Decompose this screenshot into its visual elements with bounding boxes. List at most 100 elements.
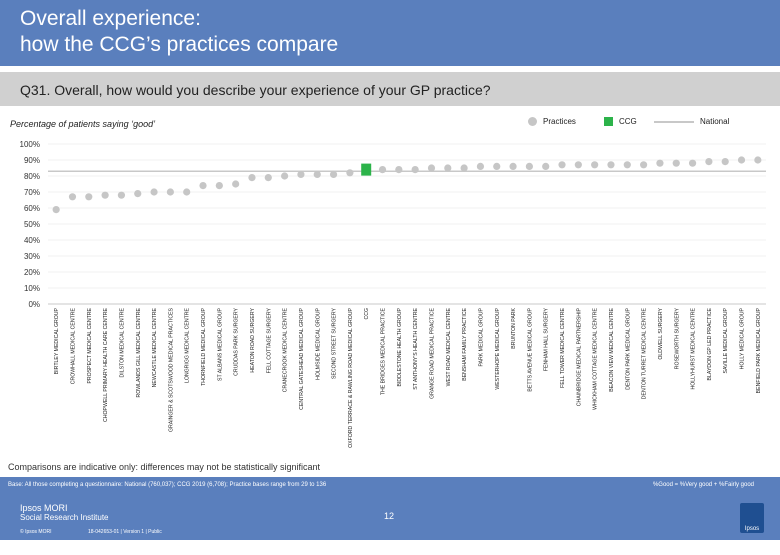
x-category-label: CENTRAL GATESHEAD MEDICAL GROUP bbox=[299, 307, 305, 409]
practice-point bbox=[378, 166, 387, 174]
practice-point bbox=[542, 162, 550, 170]
practice-point bbox=[264, 174, 272, 182]
practice-point bbox=[672, 159, 680, 167]
practice-point bbox=[591, 161, 599, 169]
chart: 0% 10% 20% 30% 40% 50% 60% 70% 80% 90% 100% BIRTLEY… bbox=[20, 140, 766, 448]
x-category-label: ST ALBANS MEDICAL GROUP bbox=[217, 307, 223, 380]
practice-point bbox=[493, 162, 501, 170]
x-category-label: ROSEWORTH SURGERY bbox=[674, 307, 680, 369]
legend-practices-label: Practices bbox=[543, 117, 576, 126]
practice-point bbox=[232, 180, 240, 188]
practice-point bbox=[248, 174, 256, 182]
y-tick-label: 30% bbox=[24, 252, 40, 261]
x-category-label: BLAYDON GP LED PRACTICE bbox=[707, 307, 713, 380]
page-title: Overall experience: how the CCG’s practi… bbox=[20, 6, 338, 58]
legend-national-label: National bbox=[700, 117, 730, 126]
x-category-label: WEST ROAD MEDICAL CENTRE bbox=[446, 307, 452, 386]
x-category-label: CROWHALL MEDICAL CENTRE bbox=[70, 307, 76, 384]
x-category-label: CCG bbox=[364, 308, 370, 320]
x-category-label: BIDDLESTONE HEALTH GROUP bbox=[397, 307, 403, 386]
footer-bar bbox=[0, 477, 780, 540]
x-category-label: DENTON TURRET MEDICAL CENTRE bbox=[642, 307, 648, 399]
good-formula: %Good = %Very good + %Fairly good bbox=[652, 482, 754, 488]
practice-point bbox=[215, 182, 223, 190]
x-category-label: PARK MEDICAL GROUP bbox=[478, 307, 484, 366]
legend-ccg: CCG bbox=[604, 117, 637, 126]
y-tick-label: 50% bbox=[24, 220, 40, 229]
practice-point bbox=[117, 191, 126, 199]
disclaimer-note: Comparisons are indicative only: differe… bbox=[8, 462, 320, 472]
practice-point bbox=[688, 159, 697, 167]
practice-point bbox=[640, 161, 648, 169]
practice-point bbox=[754, 156, 762, 164]
practice-point bbox=[623, 161, 631, 169]
y-tick-label: 40% bbox=[24, 236, 40, 245]
practice-point bbox=[329, 170, 338, 178]
y-tick-label: 10% bbox=[24, 284, 40, 293]
legend-ccg-label: CCG bbox=[619, 117, 637, 126]
practice-point bbox=[705, 158, 713, 166]
x-category-label: BETTS AVENUE MEDICAL GROUP bbox=[527, 307, 533, 391]
x-category-label: WESTERHOPE MEDICAL GROUP bbox=[495, 307, 501, 389]
x-category-label: DENTON PARK MEDICAL GROUP bbox=[625, 307, 631, 389]
x-category-label: HOLLY MEDICAL GROUP bbox=[740, 307, 746, 369]
x-category-label: FELL TOWER MEDICAL CENTRE bbox=[560, 307, 566, 387]
title-line-1: Overall experience: bbox=[20, 7, 201, 30]
x-category-label: FENHAM HALL SURGERY bbox=[544, 307, 550, 371]
practice-point bbox=[166, 188, 174, 196]
legend-practices: Practices bbox=[528, 117, 576, 126]
x-category-label: NEWCASTLE MEDICAL CENTRE bbox=[152, 307, 158, 387]
x-category-label: BENFIELD PARK MEDICAL GROUP bbox=[756, 307, 762, 393]
practice-point bbox=[574, 161, 582, 169]
x-category-label: CRUDDAS PARK SURGERY bbox=[234, 307, 240, 375]
practice-point bbox=[150, 188, 158, 196]
ipsos-mori-logo: Ipsos MORI Social Research Institute bbox=[20, 503, 109, 523]
legend-national: National bbox=[654, 117, 729, 126]
logo-line-2: Social Research Institute bbox=[20, 513, 109, 522]
legend-line-icon bbox=[654, 120, 694, 123]
header-bar bbox=[0, 0, 780, 66]
question-bar bbox=[0, 72, 780, 106]
base-text: Base: All those completing a questionnai… bbox=[8, 482, 327, 488]
practice-point bbox=[313, 170, 321, 178]
x-category-label: GRANGE ROAD MEDICAL PRACTICE bbox=[429, 307, 435, 398]
x-category-label: SECOND STREET SURGERY bbox=[332, 307, 338, 379]
y-tick-label: 70% bbox=[24, 188, 40, 197]
practice-point bbox=[444, 164, 452, 172]
ccg-marker bbox=[361, 163, 372, 176]
practice-point bbox=[460, 164, 468, 172]
logo-line-1: Ipsos MORI bbox=[20, 503, 68, 513]
legend-square-icon bbox=[604, 117, 613, 126]
x-category-label: BRUNTON PARK bbox=[511, 307, 517, 348]
copyright: © Ipsos MORI bbox=[20, 529, 52, 535]
ipsos-badge-icon: Ipsos bbox=[740, 503, 764, 533]
practice-point bbox=[476, 162, 485, 170]
practice-point bbox=[52, 206, 60, 214]
x-category-label: BIRTLEY MEDICAL GROUP bbox=[54, 307, 60, 374]
x-category-label: CRANECROOK MEDICAL CENTRE bbox=[283, 307, 289, 392]
practice-point bbox=[427, 164, 436, 172]
practice-point bbox=[281, 172, 289, 180]
y-tick-label: 20% bbox=[24, 268, 40, 277]
practice-point bbox=[68, 193, 77, 201]
x-category-label: GRAINGER & SCOTSWOOD MEDICAL PRACTICES bbox=[168, 307, 174, 432]
y-tick-label: 0% bbox=[28, 300, 40, 309]
x-category-label: PROSPECT MEDICAL CENTRE bbox=[87, 307, 93, 383]
practice-point bbox=[395, 166, 403, 174]
practice-point bbox=[101, 191, 109, 199]
y-tick-label: 60% bbox=[24, 204, 40, 213]
practice-point bbox=[85, 193, 93, 201]
y-tick-label: 80% bbox=[24, 172, 40, 181]
x-category-label: OLDWELL SURGERY bbox=[658, 307, 664, 359]
practice-point bbox=[411, 166, 419, 174]
practice-point bbox=[656, 159, 664, 167]
x-category-label: ROWLANDS GILL MEDICAL CENTRE bbox=[136, 307, 142, 397]
x-category-label: CHAINBRIDGE MEDICAL PARTNERSHIP bbox=[576, 307, 582, 406]
x-category-label: HEATON ROAD SURGERY bbox=[250, 307, 256, 372]
practice-point bbox=[346, 169, 354, 177]
x-category-label: DILSTON MEDICAL CENTRE bbox=[119, 307, 125, 377]
practice-point bbox=[509, 162, 517, 170]
practice-point bbox=[134, 190, 142, 198]
page-number: 12 bbox=[384, 511, 395, 521]
x-category-label: SAVILLE MEDICAL GROUP bbox=[723, 307, 729, 373]
